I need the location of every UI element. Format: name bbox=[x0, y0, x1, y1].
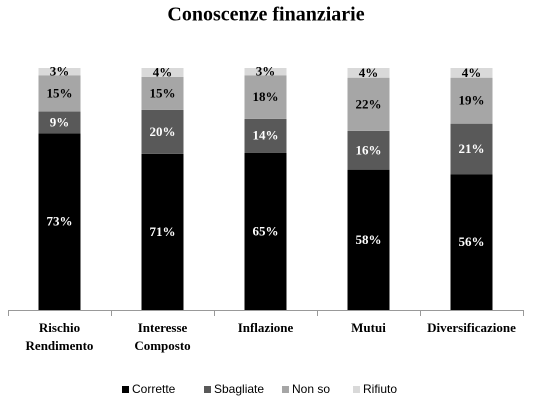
value-label: 22% bbox=[356, 96, 382, 111]
bar-segment bbox=[450, 77, 493, 124]
value-label: 4% bbox=[462, 65, 482, 80]
bar-segment bbox=[450, 68, 493, 78]
value-label: 4% bbox=[153, 64, 173, 79]
bar-segment bbox=[244, 75, 287, 119]
value-label: 16% bbox=[356, 142, 382, 157]
bar-segment bbox=[450, 123, 493, 175]
bar-segment bbox=[38, 133, 81, 310]
bar-segment bbox=[347, 130, 390, 170]
value-label: 9% bbox=[50, 114, 70, 129]
bar-segment bbox=[141, 76, 184, 110]
legend-label: Non so bbox=[292, 382, 330, 396]
x-tick-label: Interesse Composto bbox=[134, 320, 191, 353]
value-label: 21% bbox=[459, 141, 485, 156]
bar-segment bbox=[141, 109, 184, 154]
legend-label: Rifiuto bbox=[363, 382, 397, 396]
bar-segment bbox=[347, 169, 390, 310]
bar-segment bbox=[244, 68, 287, 76]
bar-segment bbox=[347, 77, 390, 131]
value-label: 65% bbox=[253, 223, 279, 238]
value-label: 15% bbox=[150, 85, 176, 100]
bar-segment bbox=[38, 111, 81, 134]
value-label: 4% bbox=[359, 65, 379, 80]
bar-segment bbox=[141, 68, 184, 77]
value-label: 19% bbox=[459, 93, 485, 108]
value-label: 15% bbox=[47, 85, 73, 100]
chart-title: Conoscenze finanziarie bbox=[167, 4, 364, 26]
value-label: 3% bbox=[256, 64, 276, 79]
bar-segment bbox=[347, 68, 390, 78]
bar-segment bbox=[244, 152, 287, 310]
value-label: 14% bbox=[253, 128, 279, 143]
legend-swatch bbox=[353, 386, 360, 393]
legend-swatch bbox=[122, 386, 129, 393]
x-tick-label: Mutui bbox=[351, 320, 386, 335]
x-tick-label: Rischio Rendimento bbox=[25, 320, 94, 353]
bar-segment bbox=[38, 68, 81, 76]
bar-segment bbox=[244, 118, 287, 153]
bar-segment bbox=[450, 174, 493, 310]
x-tick-label: Diversificazione bbox=[427, 320, 516, 335]
bar-segment bbox=[141, 153, 184, 310]
value-label: 3% bbox=[50, 64, 70, 79]
value-label: 20% bbox=[150, 124, 176, 139]
bar-segment bbox=[38, 75, 81, 112]
value-label: 73% bbox=[47, 214, 73, 229]
value-label: 58% bbox=[356, 232, 382, 247]
legend-swatch bbox=[204, 386, 211, 393]
legend-label: Sbagliate bbox=[214, 382, 264, 396]
value-label: 71% bbox=[150, 224, 176, 239]
x-tick-label: Inflazione bbox=[237, 320, 294, 335]
value-label: 18% bbox=[253, 89, 279, 104]
value-label: 56% bbox=[459, 234, 485, 249]
legend-swatch bbox=[282, 386, 289, 393]
legend-label: Corrette bbox=[132, 382, 176, 396]
